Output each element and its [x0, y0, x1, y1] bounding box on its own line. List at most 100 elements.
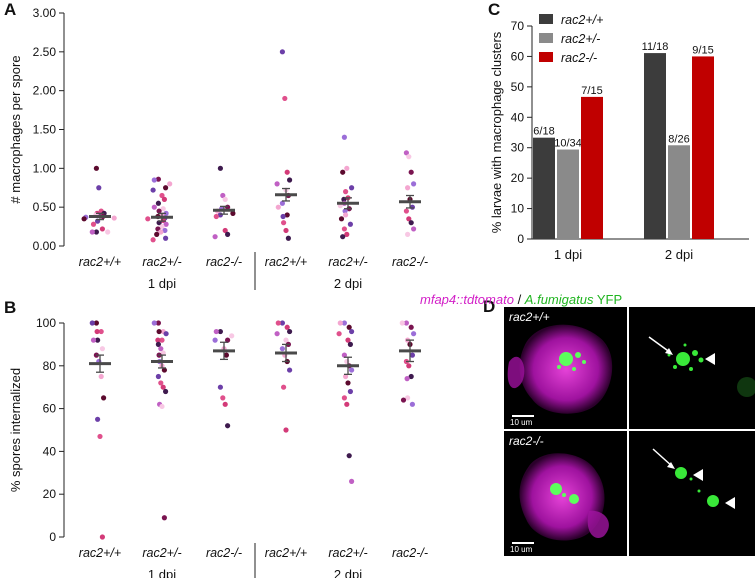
chart-b-spores-internalized: 0 20 40 60 80 100 % spores internalized rac2+/+… [8, 316, 428, 578]
y-tick-label: 1.00 [33, 161, 57, 175]
data-point [283, 227, 289, 234]
data-point [161, 515, 167, 521]
data-point [155, 200, 161, 206]
data-point [161, 367, 167, 373]
y-tick-label: 20 [511, 171, 525, 185]
data-point [213, 328, 219, 335]
y-tick-label: 40 [43, 444, 57, 458]
data-point [225, 337, 231, 343]
data-point [217, 384, 223, 390]
data-point [97, 433, 103, 440]
data-point [105, 229, 111, 235]
y-tick-label: 70 [511, 19, 525, 33]
data-point [161, 196, 167, 202]
y-axis-label: # macrophages per spore [8, 55, 23, 203]
micrograph-wt-merge: rac2+/+ 10 um [504, 307, 627, 429]
category-label: rac2-/- [392, 255, 428, 269]
category-label: rac2+/- [328, 255, 367, 269]
data-point [279, 200, 285, 206]
data-point [341, 320, 347, 326]
panel-letter-a: A [4, 0, 17, 19]
data-point [344, 165, 350, 171]
data-point [346, 453, 352, 459]
scale-bar-ko [512, 542, 534, 544]
data-point [340, 169, 346, 175]
data-point [408, 373, 414, 380]
bar [644, 53, 666, 240]
y-tick-label: 30 [511, 141, 525, 155]
data-point [159, 223, 165, 230]
chart-a-macrophages-per-spore: 0.00 0.50 1.00 1.50 2.00 2.50 3.00 # macrophage… [8, 6, 428, 290]
data-point [151, 204, 157, 210]
y-tick-label: 80 [43, 359, 57, 373]
legend-swatch [539, 33, 553, 43]
data-point [403, 208, 409, 214]
bar-data-label: 7/15 [581, 85, 602, 97]
data-point [283, 427, 289, 433]
data-point [341, 395, 347, 401]
category-label: rac2+/+ [265, 255, 307, 269]
title-tdtomato: mfap4::tdtomato [420, 292, 514, 307]
data-point [287, 367, 293, 373]
data-point [411, 226, 417, 232]
data-point [155, 320, 161, 326]
chart-c-macrophage-clusters: 0 10 20 30 40 50 60 70 % larvae with macrophage … [489, 13, 749, 262]
data-point [411, 331, 417, 337]
data-point [93, 165, 99, 171]
data-point [343, 212, 349, 218]
title-fumigatus: A.fumigatus [524, 292, 594, 307]
data-point [167, 181, 173, 187]
data-point [222, 227, 228, 234]
arrowhead-icon [705, 353, 715, 365]
macrophage-cluster-image-ko [519, 453, 609, 541]
data-point [155, 176, 161, 182]
data-point [229, 333, 235, 339]
group-label: 1 dpi [148, 567, 176, 578]
data-point [347, 388, 353, 395]
macrophage-cluster-image [507, 324, 613, 414]
bar [692, 56, 714, 239]
data-point [150, 187, 156, 193]
data-point [275, 204, 281, 210]
data-point [342, 208, 348, 214]
category-label: rac2+/+ [79, 255, 121, 269]
data-point [283, 337, 289, 343]
legend-label: rac2+/- [561, 32, 600, 46]
data-point [162, 227, 168, 234]
bar-data-label: 8/26 [668, 133, 689, 145]
data-point [405, 395, 411, 401]
data-point [212, 234, 218, 240]
data-point [344, 231, 350, 237]
data-point [279, 49, 285, 55]
data-point [145, 216, 151, 222]
data-point [275, 320, 281, 326]
data-point [159, 403, 165, 410]
data-point [159, 337, 165, 343]
y-tick-label: 60 [43, 402, 57, 416]
group-label: 1 dpi [148, 276, 176, 290]
data-point [411, 181, 417, 187]
data-point [89, 229, 95, 235]
data-point [284, 212, 290, 218]
data-point [163, 185, 169, 191]
data-point [160, 206, 166, 212]
data-point [285, 235, 291, 241]
data-point [230, 210, 236, 216]
data-point [90, 337, 97, 343]
y-tick-label: 1.50 [33, 123, 57, 137]
data-point [94, 328, 100, 335]
data-point [81, 216, 87, 222]
scale-bar-label: 10 um [510, 418, 533, 427]
data-point [217, 328, 223, 335]
data-point [406, 154, 412, 160]
data-point [405, 185, 411, 191]
scale-bar-label-ko: 10 um [510, 545, 533, 554]
bar [557, 149, 579, 239]
legend-swatch [539, 14, 553, 24]
data-point [409, 401, 415, 407]
data-point [93, 229, 99, 235]
title-separator: / [513, 292, 525, 307]
category-label: rac2-/- [206, 255, 242, 269]
data-point [344, 401, 350, 407]
y-tick-label: 50 [511, 80, 525, 94]
